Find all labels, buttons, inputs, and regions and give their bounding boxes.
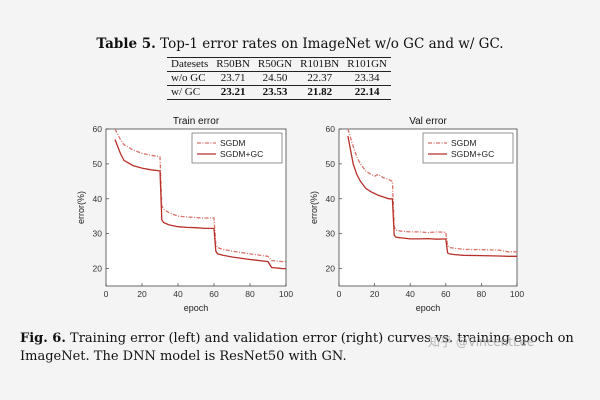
x-tick-label: 60 — [441, 289, 451, 299]
y-tick-label: 50 — [93, 159, 103, 169]
table-cell: 23.71 — [212, 71, 254, 86]
x-tick-label: 60 — [209, 289, 219, 299]
y-axis-label: error(%) — [76, 191, 86, 224]
legend-entry: SGDM — [220, 138, 246, 148]
x-tick-label: 80 — [477, 289, 487, 299]
series-line-sgdm — [347, 128, 517, 253]
table-cell: 22.37 — [296, 71, 344, 86]
header-cell: R101GN — [343, 57, 391, 72]
y-tick-label: 50 — [326, 159, 336, 169]
y-tick-label: 40 — [93, 194, 103, 204]
y-tick-label: 20 — [93, 264, 103, 274]
x-axis-label: epoch — [184, 303, 209, 313]
table-cell: 21.82 — [296, 85, 344, 100]
figure-caption-label: Fig. 6. — [20, 331, 66, 346]
header-cell: R101BN — [296, 57, 344, 72]
table-cell: w/o GC — [167, 71, 213, 86]
figure-caption-text: Training error (left) and validation err… — [20, 331, 574, 364]
x-tick-label: 40 — [173, 289, 183, 299]
legend-box — [422, 132, 514, 164]
x-tick-label: 0 — [337, 289, 342, 299]
legend-entry: SGDM+GC — [220, 149, 263, 159]
table-cell: 23.34 — [343, 71, 391, 86]
series-line-sgdm-gc — [114, 139, 286, 270]
y-axis-label: error(%) — [309, 191, 319, 224]
legend-entry: SGDM+GC — [451, 149, 494, 159]
results-table: Datesets R50BN R50GN R101BN R101GN w/o G… — [167, 57, 391, 100]
y-tick-label: 20 — [326, 264, 336, 274]
x-tick-label: 80 — [245, 289, 255, 299]
y-tick-label: 40 — [326, 194, 336, 204]
y-tick-label: 60 — [93, 124, 103, 134]
table-caption: Table 5. Top-1 error rates on ImageNet w… — [0, 36, 600, 52]
watermark: 知乎 @VincentLee — [428, 335, 535, 349]
chart-title: Train error — [173, 116, 220, 127]
table-caption-label: Table 5. — [96, 36, 156, 52]
header-cell: Datesets — [167, 57, 213, 72]
header-cell: R50BN — [212, 57, 254, 72]
table-caption-text: Top-1 error rates on ImageNet w/o GC and… — [160, 36, 504, 52]
x-tick-label: 100 — [279, 289, 293, 299]
legend-box — [191, 132, 283, 164]
y-tick-label: 60 — [326, 124, 336, 134]
table-cell: w/ GC — [167, 85, 213, 100]
x-tick-label: 20 — [137, 289, 147, 299]
figure-charts: 0 20 40 60 80 100 20 30 40 50 60 Train error epoch er… — [76, 116, 524, 313]
header-cell: R50GN — [253, 57, 297, 72]
x-tick-label: 100 — [510, 289, 524, 299]
table-cell: 23.21 — [212, 85, 254, 100]
x-tick-label: 20 — [370, 289, 380, 299]
table-cell: 24.50 — [253, 71, 297, 86]
table-header-row: Datesets R50BN R50GN R101BN R101GN — [167, 57, 391, 72]
chart-title: Val error — [409, 116, 447, 127]
table-cell: 22.14 — [343, 85, 391, 100]
table-cell: 23.53 — [253, 85, 297, 100]
y-tick-label: 30 — [326, 229, 336, 239]
table-row: w/o GC 23.71 24.50 22.37 23.34 — [167, 71, 391, 86]
series-line-sgdm-gc — [347, 135, 517, 257]
series-line-sgdm — [114, 128, 286, 263]
y-tick-label: 30 — [93, 229, 103, 239]
x-tick-label: 0 — [104, 289, 109, 299]
x-axis-label: epoch — [416, 303, 441, 313]
table-row: w/ GC 23.21 23.53 21.82 22.14 — [167, 85, 391, 100]
x-tick-label: 40 — [405, 289, 415, 299]
legend-entry: SGDM — [451, 138, 477, 148]
figure-caption: Fig. 6. Training error (left) and valida… — [20, 330, 585, 366]
